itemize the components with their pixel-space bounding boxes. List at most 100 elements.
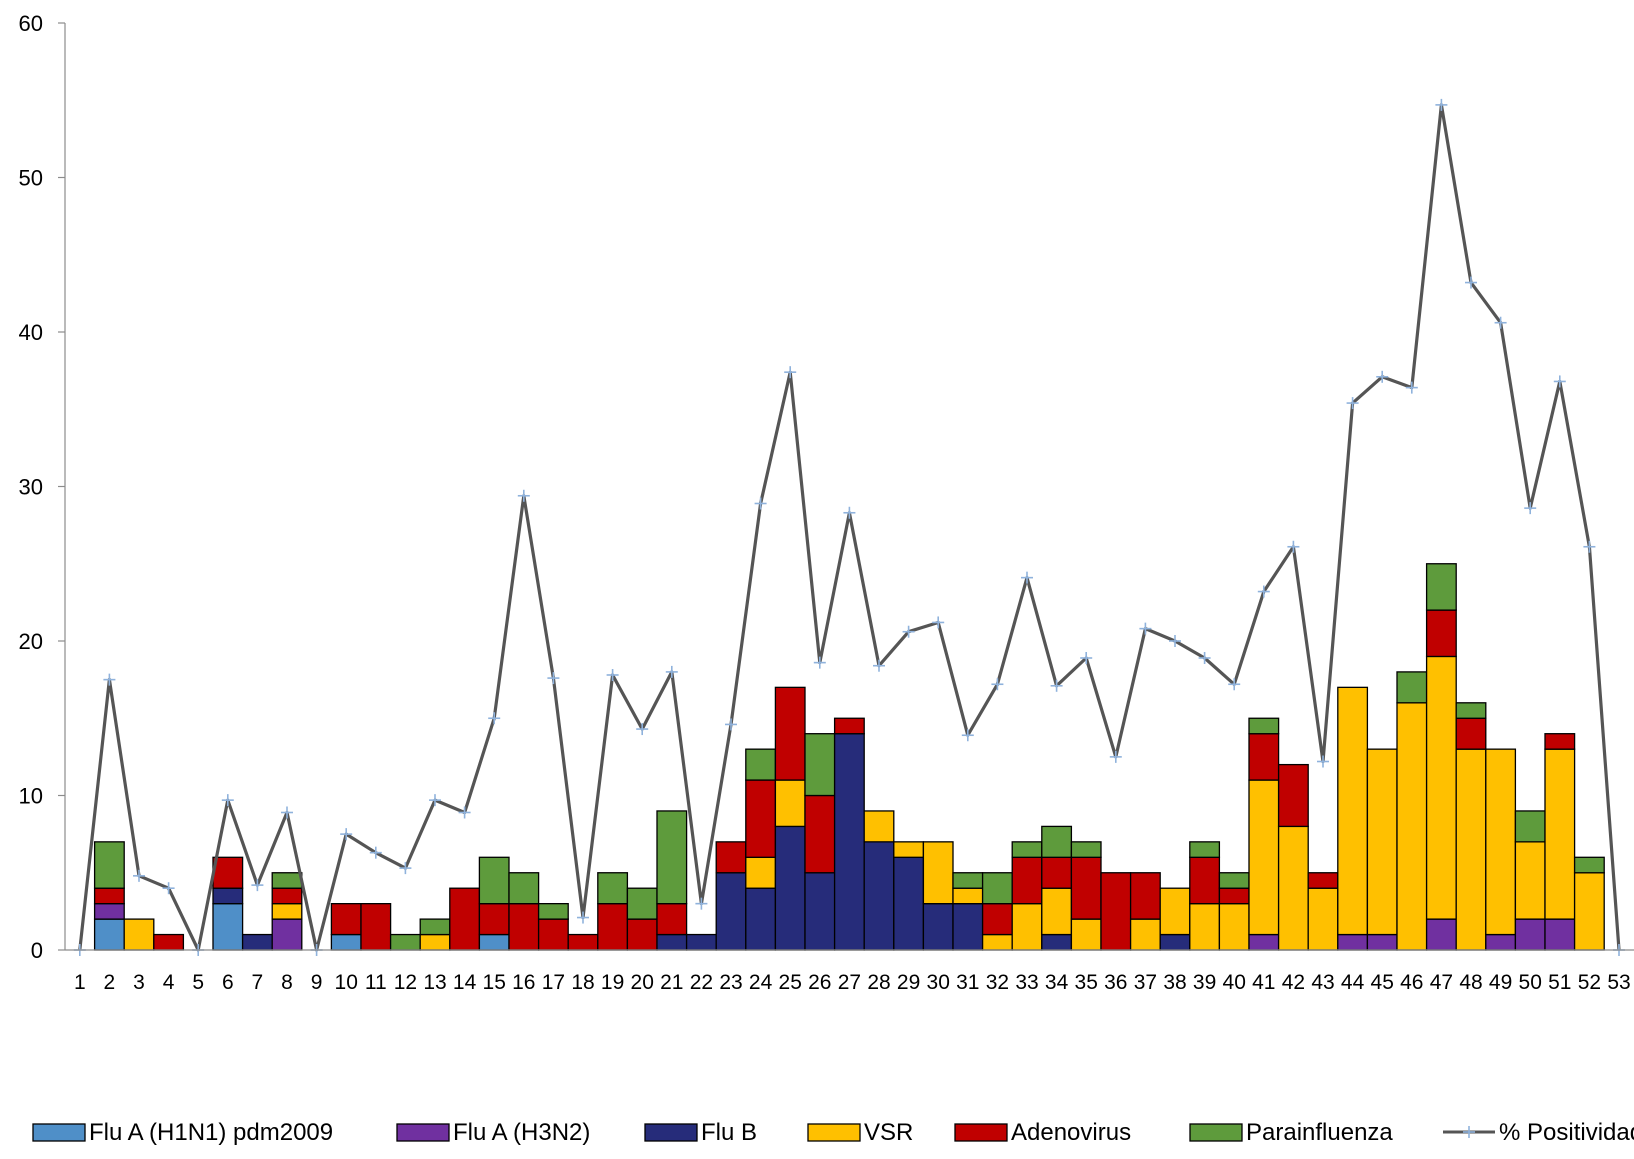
bar-segment: [1218, 903, 1250, 951]
legend-label: % Positividad: [1499, 1119, 1634, 1146]
y-tick-label: 40: [19, 320, 43, 345]
bar-segment: [1011, 856, 1043, 905]
bar-segment: [1307, 872, 1339, 889]
x-tick-label: 48: [1459, 971, 1482, 994]
legend-item: VSR: [807, 1119, 913, 1146]
bar-segment: [1544, 748, 1576, 920]
positivity-point: [1583, 540, 1596, 553]
bar-segment: [1396, 702, 1428, 951]
bar-segment: [774, 825, 806, 951]
legend-item: Flu A (H1N1) pdm2009: [32, 1119, 333, 1146]
bar-segment: [271, 887, 303, 905]
positivity-point: [251, 879, 264, 892]
positivity-point: [1317, 755, 1329, 768]
bar-segment: [952, 887, 984, 905]
bar-segment: [1070, 841, 1102, 858]
bar-segment: [1070, 856, 1102, 920]
x-tick-label: 45: [1371, 971, 1394, 994]
bar-segment: [1129, 918, 1161, 951]
positivity-point: [1376, 370, 1389, 383]
legend-label: VSR: [864, 1119, 913, 1146]
bar-segment: [419, 933, 451, 951]
positivity-point: [1109, 750, 1122, 763]
positivity-point: [221, 794, 234, 807]
x-tick-label: 18: [571, 971, 594, 994]
positivity-point: [458, 806, 471, 819]
x-tick-label: 6: [222, 971, 234, 994]
bar-segment: [537, 918, 569, 951]
bar-segment: [1277, 763, 1309, 828]
x-tick-label: 8: [281, 971, 293, 994]
bar-segment: [922, 903, 954, 951]
x-tick-label: 33: [1015, 971, 1038, 994]
x-tick-label: 24: [749, 971, 773, 994]
positivity-point: [843, 506, 856, 519]
bar-segment: [212, 903, 244, 951]
bar-segment: [1425, 563, 1457, 611]
positivity-point: [1050, 679, 1063, 692]
bar-segment: [449, 887, 481, 951]
positivity-point: [1346, 397, 1359, 410]
bar-segment: [922, 841, 954, 905]
x-tick-label: 23: [719, 971, 742, 994]
bar-segment: [330, 933, 362, 951]
positivity-point: [1553, 375, 1566, 388]
bar-segment: [241, 933, 273, 951]
positivity-point: [103, 673, 116, 686]
bar-segment: [123, 918, 155, 951]
x-tick-label: 28: [867, 971, 890, 994]
bar-segment: [1248, 933, 1280, 951]
positivity-point: [1257, 585, 1270, 598]
bar-segment: [360, 903, 392, 951]
positivity-point: [873, 659, 885, 672]
positivity-point: [725, 718, 737, 731]
legend-swatch: [32, 1123, 86, 1142]
x-tick-label: 25: [779, 971, 802, 994]
x-tick-label: 46: [1400, 971, 1423, 994]
bar-segment: [863, 841, 895, 951]
bar-segment: [1011, 903, 1043, 951]
bar-segment: [1189, 841, 1221, 858]
bar-segment: [567, 933, 599, 951]
x-tick-label: 36: [1104, 971, 1127, 994]
x-tick-label: 52: [1578, 971, 1601, 994]
bar-segment: [685, 933, 717, 951]
bar-segment: [153, 933, 185, 951]
bar-segment: [1573, 872, 1605, 951]
positivity-point: [784, 366, 797, 379]
positivity-point: [162, 882, 175, 895]
y-axis: 0 10 20 30 40 50 60: [19, 11, 66, 963]
bar-segment: [1455, 717, 1487, 750]
bar-segment: [1159, 933, 1191, 951]
y-tick-label: 30: [19, 475, 43, 500]
bar-segment: [1544, 733, 1576, 750]
bar-segment: [715, 841, 747, 874]
bar-segment: [212, 887, 244, 905]
x-tick-label: 1: [74, 971, 86, 994]
positivity-point: [1139, 622, 1152, 635]
positivity-point: [1287, 540, 1300, 553]
x-tick-label: 21: [660, 971, 683, 994]
legend-item: Adenovirus: [954, 1119, 1131, 1146]
positivity-point: [1169, 635, 1181, 647]
positivity-point: [636, 723, 649, 736]
legend-label: Parainfluenza: [1246, 1119, 1393, 1146]
legend-item: % Positividad: [1443, 1119, 1634, 1146]
bar-segment: [1248, 717, 1280, 735]
positivity-point: [1228, 678, 1241, 691]
bar-segment: [1514, 810, 1546, 843]
positivity-point: [695, 897, 708, 910]
positivity-point: [340, 828, 353, 841]
bar-segment: [597, 872, 629, 905]
x-tick-label: 16: [512, 971, 535, 994]
legend-swatch: [644, 1123, 698, 1142]
y-tick-label: 50: [19, 166, 43, 191]
bar-segment: [1159, 887, 1191, 936]
bar-segment: [330, 903, 362, 936]
x-tick-label: 29: [897, 971, 920, 994]
bar-segment: [833, 717, 865, 735]
bar-segment: [1337, 686, 1369, 936]
legend-label: Flu A (H1N1) pdm2009: [89, 1119, 333, 1146]
x-axis: 1 2 3 4 5 6 7 8 9 10 11 12 13 14 15 16 17 18 19 20 21 22 23 24 2…: [65, 949, 1634, 994]
legend-item: Parainfluenza: [1189, 1119, 1393, 1146]
